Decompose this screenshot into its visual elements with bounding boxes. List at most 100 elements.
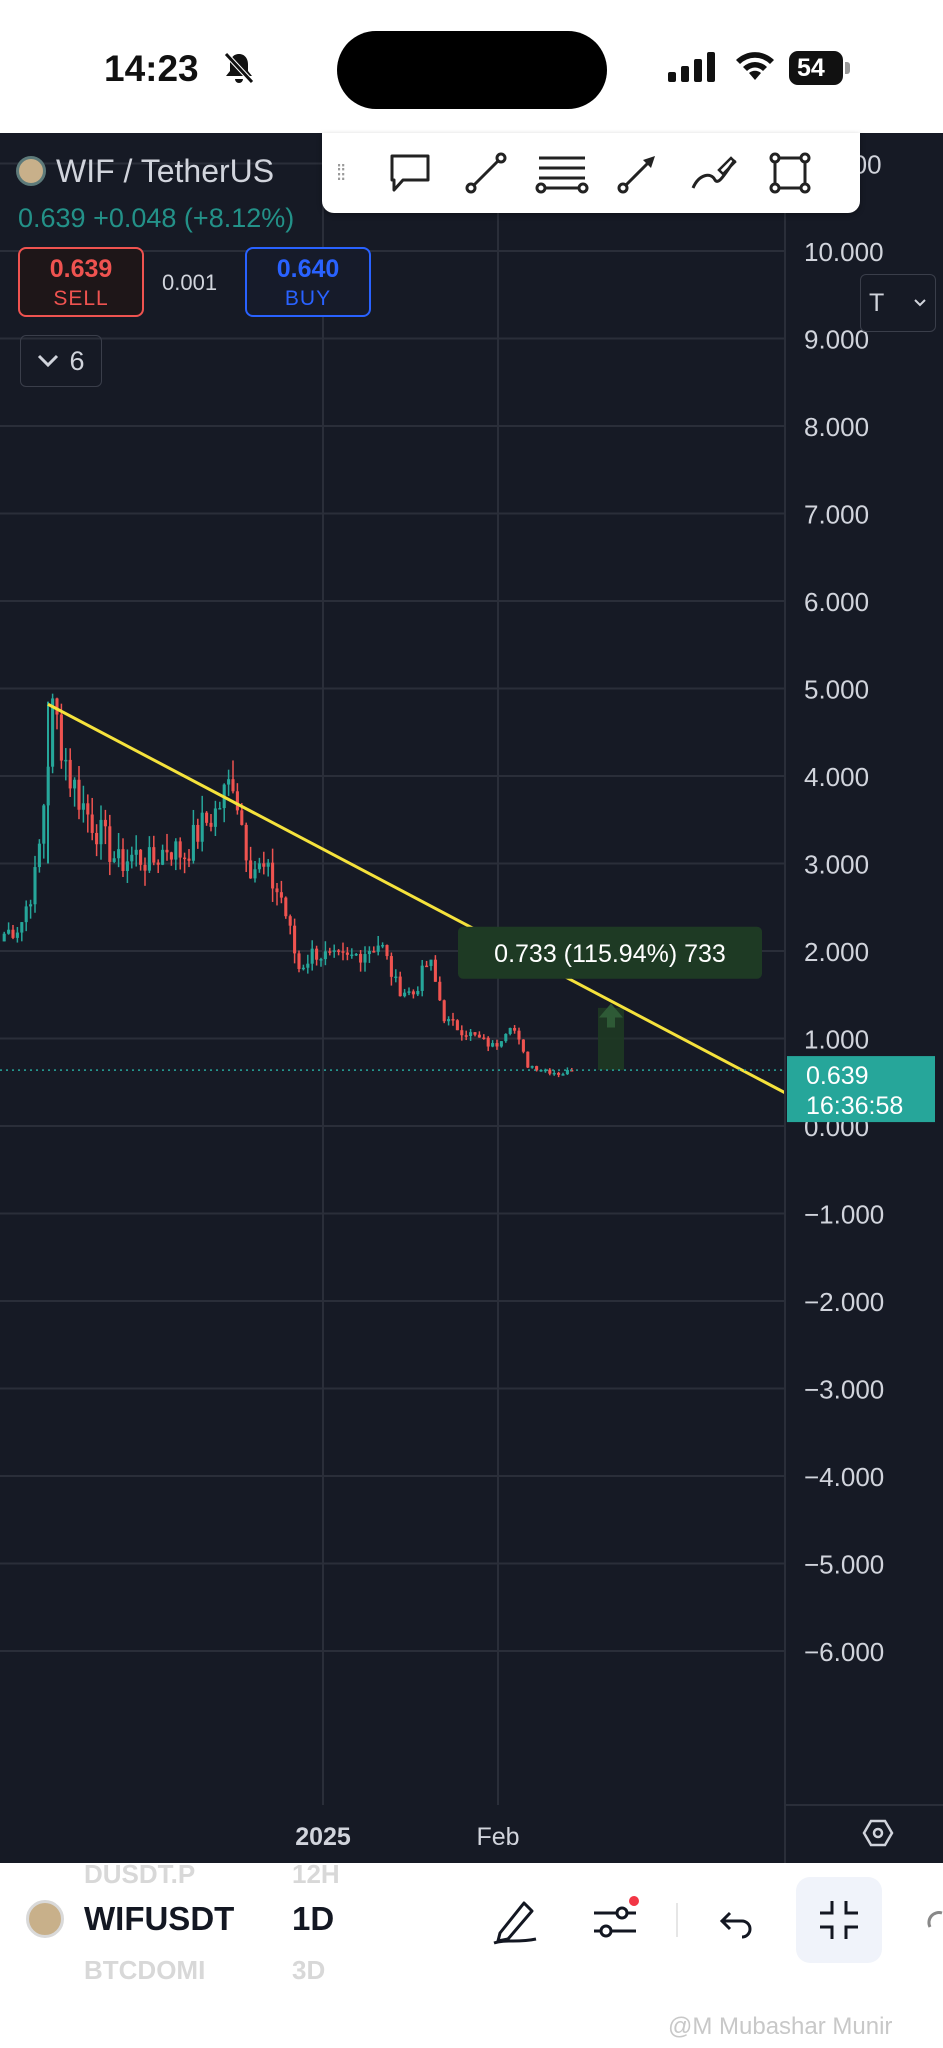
arrow-icon[interactable] bbox=[611, 146, 665, 200]
buy-button[interactable]: 0.640 BUY bbox=[245, 247, 371, 317]
sell-button[interactable]: 0.639 SELL bbox=[18, 247, 144, 317]
price-chart[interactable]: 0.733 (115.94%) 733 11.00010.0009.0008.0… bbox=[0, 133, 943, 1863]
cellular-signal-icon bbox=[668, 52, 715, 82]
current-price-label: 0.639 bbox=[806, 1062, 869, 1090]
candle-body bbox=[200, 812, 204, 842]
candle-body bbox=[535, 1066, 539, 1071]
candle-body bbox=[385, 945, 389, 957]
more-arrow-icon[interactable] bbox=[924, 1909, 943, 1939]
price-tick-label: −2.000 bbox=[804, 1287, 884, 1317]
price-tick-label: −1.000 bbox=[804, 1200, 884, 1230]
candle-body bbox=[284, 897, 288, 917]
interval-picker[interactable]: 1D bbox=[292, 1900, 335, 1937]
buy-price: 0.640 bbox=[276, 255, 340, 283]
candle-body bbox=[442, 1000, 446, 1022]
callout-icon[interactable] bbox=[383, 146, 437, 200]
price-tick-label: 5.000 bbox=[804, 675, 869, 705]
horizontal-lines-icon[interactable] bbox=[535, 146, 589, 200]
candle-body bbox=[354, 953, 358, 956]
candle-body bbox=[464, 1035, 468, 1037]
price-tick-label: 1.000 bbox=[804, 1025, 869, 1055]
grip-icon[interactable]: ⁞⁞ bbox=[336, 160, 346, 185]
candle-body bbox=[521, 1039, 525, 1052]
bar-countdown-label: 16:36:58 bbox=[806, 1092, 903, 1120]
candle-body bbox=[310, 948, 314, 964]
candle-body bbox=[143, 864, 147, 871]
price-change: +0.048 (+8.12%) bbox=[93, 203, 295, 233]
symbol-picker[interactable]: WIFUSDT bbox=[84, 1900, 235, 1937]
candle-body bbox=[86, 803, 90, 815]
candle-body bbox=[526, 1051, 530, 1068]
undo-icon[interactable] bbox=[716, 1901, 756, 1941]
symbol-header[interactable]: WIF / TetherUS bbox=[16, 151, 274, 191]
candle-body bbox=[486, 1037, 490, 1047]
candle-body bbox=[517, 1030, 521, 1040]
candle-body bbox=[407, 991, 411, 993]
price-change-line: 0.639 +0.048 (+8.12%) bbox=[18, 203, 294, 234]
last-price: 0.639 bbox=[18, 203, 86, 233]
candle-body bbox=[15, 932, 19, 938]
trend-line-icon[interactable] bbox=[459, 146, 513, 200]
interval-select-text: T bbox=[869, 288, 885, 317]
candle-body bbox=[328, 951, 332, 953]
candle-body bbox=[20, 922, 24, 933]
rectangle-icon[interactable] bbox=[763, 146, 817, 200]
candle-body bbox=[381, 945, 385, 947]
candle-body bbox=[288, 916, 292, 926]
dynamic-island bbox=[337, 31, 607, 109]
settings-sliders-icon[interactable] bbox=[588, 1895, 642, 1949]
spread-value: 0.001 bbox=[162, 270, 218, 295]
candle-body bbox=[174, 841, 178, 860]
chart-area[interactable]: 0.733 (115.94%) 733 11.00010.0009.0008.0… bbox=[0, 133, 943, 1863]
candle-body bbox=[227, 779, 231, 785]
candle-body bbox=[33, 867, 37, 905]
price-tick-label: −3.000 bbox=[804, 1375, 884, 1405]
settings-hex-icon[interactable] bbox=[862, 1819, 894, 1847]
candle-body bbox=[271, 862, 275, 889]
bottom-toolbar: DUSDT.P 12H WIFUSDT 1D BTCDOMI 3D @M Mub… bbox=[0, 1859, 943, 2048]
indicators-collapse-button[interactable]: 6 bbox=[20, 335, 102, 387]
candle-body bbox=[332, 950, 336, 952]
candle-body bbox=[403, 992, 407, 997]
price-tick-label: 8.000 bbox=[804, 412, 869, 442]
candle-body bbox=[451, 1019, 455, 1021]
candle-body bbox=[169, 852, 173, 860]
candle-body bbox=[55, 698, 59, 715]
price-tick-label: 2.000 bbox=[804, 937, 869, 967]
candle-body bbox=[81, 803, 85, 810]
candle-body bbox=[447, 1019, 451, 1022]
battery-level: 54 bbox=[789, 51, 843, 85]
candle-body bbox=[213, 808, 217, 827]
candle-body bbox=[59, 714, 63, 761]
brush-icon[interactable] bbox=[687, 146, 741, 200]
drawing-toolbar[interactable]: ⁞⁞ bbox=[322, 133, 860, 213]
wifi-icon bbox=[736, 52, 774, 80]
candle-body bbox=[130, 854, 134, 862]
candle-body bbox=[266, 862, 270, 867]
candle-body bbox=[548, 1069, 552, 1074]
candle-body bbox=[37, 843, 41, 868]
exit-fullscreen-button[interactable] bbox=[796, 1877, 882, 1963]
candle-body bbox=[205, 812, 209, 823]
candle-body bbox=[117, 849, 121, 859]
candle-body bbox=[495, 1043, 499, 1047]
candle-body bbox=[297, 953, 301, 969]
candle-body bbox=[543, 1069, 547, 1072]
symbol-title[interactable]: WIF / TetherUS bbox=[56, 152, 275, 189]
candle-body bbox=[376, 945, 380, 952]
candle-body bbox=[279, 892, 283, 898]
bell-muted-icon bbox=[224, 52, 254, 84]
candle-body bbox=[345, 952, 349, 955]
candle-body bbox=[477, 1034, 481, 1038]
candle-body bbox=[420, 965, 424, 991]
pen-icon[interactable] bbox=[488, 1893, 542, 1947]
candle-body bbox=[42, 805, 46, 844]
symbol-logo-icon[interactable] bbox=[26, 1900, 64, 1938]
candle-body bbox=[161, 849, 165, 865]
candle-body bbox=[337, 950, 341, 952]
candle-body bbox=[319, 959, 323, 961]
current-price-tag bbox=[787, 1056, 935, 1123]
interval-select[interactable]: T bbox=[860, 274, 936, 332]
candle-body bbox=[433, 959, 437, 982]
candle-body bbox=[235, 791, 239, 811]
